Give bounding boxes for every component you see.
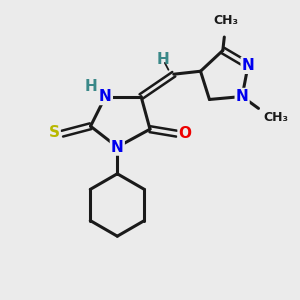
Text: N: N <box>242 58 254 73</box>
Text: CH₃: CH₃ <box>213 14 238 27</box>
Text: CH₃: CH₃ <box>263 111 288 124</box>
Text: N: N <box>99 89 112 104</box>
Text: H: H <box>157 52 170 68</box>
Text: N: N <box>236 89 248 104</box>
Text: S: S <box>49 125 59 140</box>
Text: O: O <box>178 126 192 141</box>
Text: H: H <box>84 79 97 94</box>
Text: N: N <box>111 140 124 154</box>
